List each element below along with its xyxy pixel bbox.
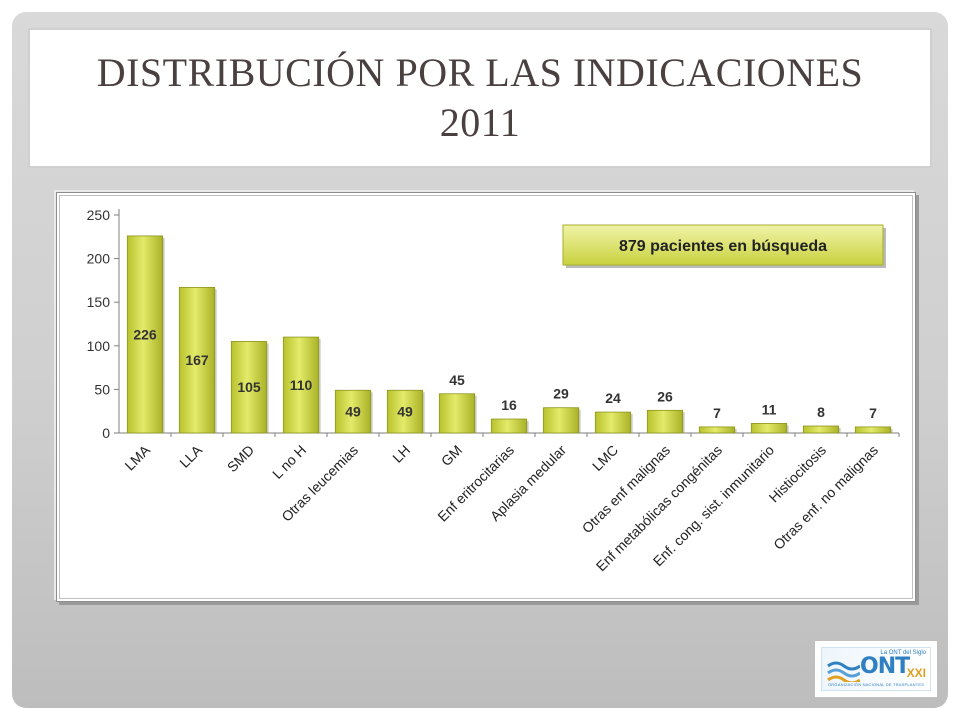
data-label: 8	[817, 404, 825, 420]
bar	[698, 426, 736, 434]
logo-edition: XXI	[906, 666, 926, 680]
y-tick-label: 0	[102, 425, 110, 441]
bar	[854, 426, 892, 434]
ont-logo: ONT La ONT del Siglo XXI ORGANIZACIÓN NA…	[814, 640, 938, 698]
bar	[334, 389, 372, 434]
x-tick-label: LMC	[589, 442, 621, 474]
logo-panel: ONT La ONT del Siglo XXI ORGANIZACIÓN NA…	[821, 647, 931, 691]
slide-title: DISTRIBUCIÓN POR LAS INDICACIONES 2011	[30, 48, 930, 148]
logo-wordmark: ONT	[860, 654, 910, 679]
data-label: 16	[501, 397, 517, 413]
data-label: 167	[185, 352, 209, 368]
data-label: 105	[237, 379, 261, 395]
title-band: DISTRIBUCIÓN POR LAS INDICACIONES 2011	[28, 28, 932, 168]
x-tick-label: SMD	[224, 442, 257, 475]
x-tick-label: LH	[389, 442, 413, 466]
bar	[646, 409, 684, 434]
data-label: 7	[713, 405, 721, 421]
y-tick-label: 100	[87, 338, 111, 354]
bar	[386, 389, 424, 434]
waves-icon	[827, 661, 860, 682]
bar	[490, 418, 528, 434]
bar	[542, 407, 580, 434]
x-tick-label: LMA	[121, 441, 153, 473]
bar	[750, 423, 788, 434]
annotation-text: 879 pacientes en búsqueda	[619, 238, 827, 255]
data-label: 45	[449, 372, 465, 388]
annotation-box	[562, 224, 884, 266]
logo-tagline: La ONT del Siglo	[880, 650, 926, 656]
bar	[594, 411, 632, 434]
y-tick-label: 50	[94, 381, 110, 397]
x-tick-label: Otras enf malignas	[579, 442, 673, 536]
x-tick-label: LLA	[176, 441, 205, 470]
data-label: 29	[553, 386, 569, 402]
x-tick-label: L no H	[269, 442, 309, 482]
bar	[230, 341, 268, 434]
logo-subtitle: ORGANIZACIÓN NACIONAL DE TRASPLANTES	[828, 682, 925, 687]
y-tick-label: 250	[87, 207, 111, 223]
data-label: 7	[869, 405, 877, 421]
bar	[126, 235, 164, 434]
bar	[438, 393, 476, 434]
y-tick-label: 200	[87, 251, 111, 267]
data-label: 49	[397, 404, 413, 420]
chart-card: 0 50 100 150 200 250 226 LMA 167 LLA 105 SMD 110 L no…	[56, 192, 916, 602]
data-label: 226	[133, 326, 157, 342]
x-tick-label: Otras enf. no malignas	[770, 442, 881, 553]
data-label: 11	[762, 401, 777, 417]
data-label: 49	[345, 404, 361, 420]
data-label: 110	[290, 377, 313, 393]
y-tick-label: 150	[87, 294, 111, 310]
bar	[282, 336, 320, 434]
data-label: 26	[657, 388, 673, 404]
slide-title-line1: DISTRIBUCIÓN POR LAS INDICACIONES	[96, 50, 864, 95]
bar	[178, 286, 216, 434]
bar	[802, 425, 840, 434]
slide-title-line2: 2011	[439, 100, 521, 145]
x-tick-label: GM	[438, 442, 465, 469]
data-label: 24	[605, 390, 621, 406]
